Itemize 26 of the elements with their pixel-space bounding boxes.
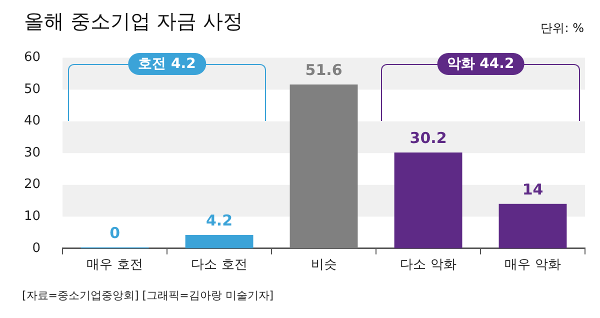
y-tick-label: 0: [32, 240, 41, 256]
y-tick-label: 60: [24, 50, 41, 66]
bar: [290, 84, 358, 248]
x-tick-label: 다소 악화: [400, 258, 456, 273]
x-tick-label: 비슷: [310, 258, 337, 273]
annotation: 호전 4.2: [128, 53, 206, 76]
data-label: 0: [110, 224, 120, 242]
data-label: 51.6: [305, 60, 342, 79]
chart-title: 올해 중소기업 자금 사정: [24, 8, 244, 35]
data-label: 4.2: [206, 211, 233, 230]
y-tick-label: 40: [24, 114, 41, 129]
text: 단위: %: [540, 20, 584, 37]
annotation: 악화 44.2: [436, 53, 524, 76]
bar: [498, 204, 567, 248]
y-tick-label: 10: [24, 209, 41, 224]
x-tick-label: 다소 호전: [191, 258, 248, 273]
y-tick-label: 20: [24, 177, 41, 192]
bar: [185, 235, 254, 248]
text: [자료=중소기업중앙회] [그래픽=김아랑 미술기자]: [22, 288, 274, 303]
x-tick-label: 매우 악화: [504, 258, 561, 273]
y-tick-label: 50: [24, 82, 41, 97]
data-label: 30.2: [410, 128, 447, 147]
x-tick-label: 매우 호전: [86, 258, 143, 273]
y-tick-label: 30: [24, 145, 41, 160]
data-label: 14: [522, 180, 544, 198]
bar: [394, 152, 462, 248]
